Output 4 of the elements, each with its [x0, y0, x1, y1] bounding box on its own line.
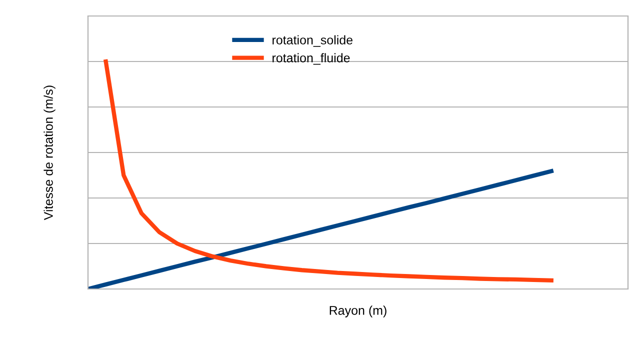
y-axis-title: Vitesse de rotation (m/s) — [44, 86, 56, 220]
x-axis-title: Rayon (m) — [330, 306, 386, 318]
legend-label: rotation_fluide — [272, 53, 350, 65]
legend-label: rotation_solide — [272, 35, 352, 47]
